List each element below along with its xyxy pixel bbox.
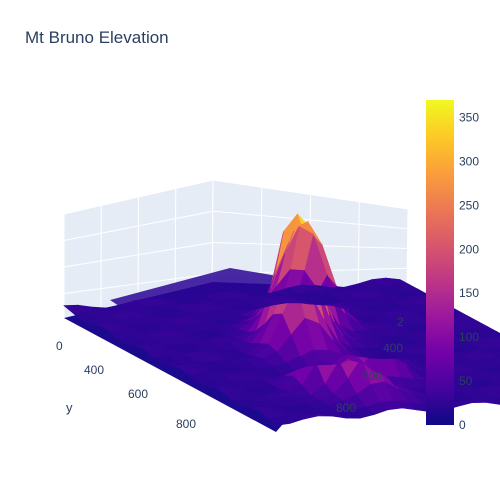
y-tick-label: 600	[128, 387, 148, 401]
colorbar-tick-label: 50	[459, 374, 473, 388]
colorbar-tick-label: 0	[459, 418, 466, 432]
y-tick-label: 800	[176, 417, 196, 431]
colorbar-ticks: 0 50 100 150 200 250 300 350	[459, 111, 479, 432]
x-tick-label: 600	[362, 369, 382, 383]
colorbar-tick-label: 100	[459, 330, 479, 344]
x-tick-label: 400	[383, 341, 403, 355]
colorbar-tick-label: 150	[459, 286, 479, 300]
surface-cell	[63, 304, 88, 314]
colorbar[interactable]	[426, 100, 454, 425]
colorbar-tick-label: 200	[459, 242, 479, 256]
x-tick-label: 800	[336, 401, 356, 415]
colorbar-tick-label: 300	[459, 154, 479, 168]
y-axis-ticks: 0 400 600 800	[56, 339, 196, 431]
x-tick-label: 2	[397, 315, 404, 329]
y-tick-label: 0	[56, 339, 63, 353]
chart-title: Mt Bruno Elevation	[25, 28, 169, 47]
colorbar-tick-label: 350	[459, 111, 479, 125]
surface-mesh	[63, 213, 500, 426]
y-axis-title: y	[66, 400, 73, 415]
y-tick-label: 400	[84, 363, 104, 377]
colorbar-tick-label: 250	[459, 198, 479, 212]
